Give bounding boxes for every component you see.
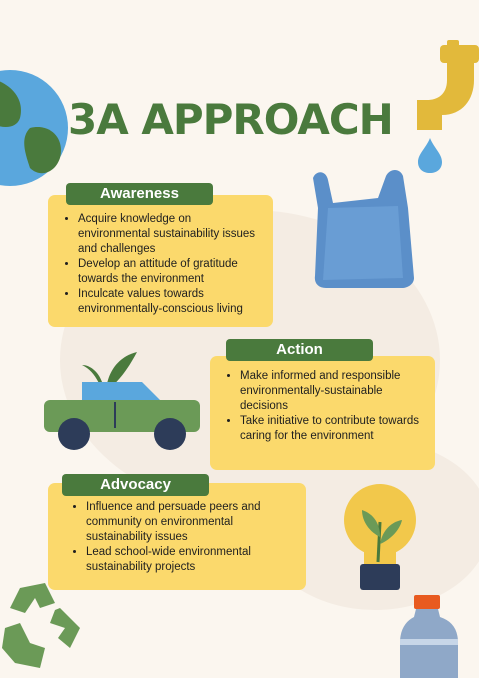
list-item: Make informed and responsible environmen… (240, 369, 427, 414)
action-heading: Action (226, 339, 373, 361)
recycle-icon (2, 583, 80, 668)
car-icon (44, 352, 200, 450)
plastic-bottle-icon (400, 595, 458, 678)
list-item: Take initiative to contribute towards ca… (240, 414, 427, 444)
advocacy-heading: Advocacy (62, 474, 209, 496)
water-drop-icon (418, 138, 442, 173)
list-item: Influence and persuade peers and communi… (86, 500, 298, 545)
plastic-bag-icon (313, 170, 414, 288)
list-item: Develop an attitude of gratitude towards… (78, 257, 265, 287)
lightbulb-plant-icon (344, 484, 416, 590)
list-item: Inculcate values towards environmentally… (78, 287, 265, 317)
advocacy-box: Influence and persuade peers and communi… (48, 483, 306, 590)
globe-icon (0, 70, 68, 186)
list-item: Acquire knowledge on environmental susta… (78, 212, 265, 257)
faucet-icon (417, 40, 479, 130)
awareness-heading: Awareness (66, 183, 213, 205)
awareness-box: Acquire knowledge on environmental susta… (48, 195, 273, 327)
action-box: Make informed and responsible environmen… (210, 356, 435, 470)
list-item: Lead school-wide environmental sustainab… (86, 545, 298, 575)
page-title: 3A APPROACH (68, 95, 394, 144)
